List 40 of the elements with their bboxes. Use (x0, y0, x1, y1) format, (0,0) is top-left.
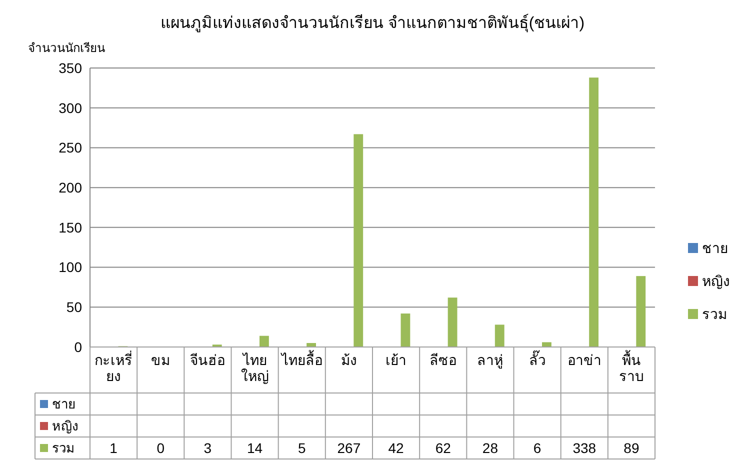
text: ชาย (702, 240, 728, 256)
y-tick-label: 50 (66, 299, 82, 316)
x-tick-label: ไทยใหญ่ (240, 352, 269, 384)
data-label: 267 (337, 440, 361, 456)
x-tick-label: กะเหรี่ยง (94, 351, 133, 384)
data-label: 1 (110, 440, 118, 456)
x-tick-label: ม้ง (340, 352, 357, 368)
x-tick-label: ลั๊ว (528, 350, 546, 368)
data-label: 338 (572, 440, 596, 456)
y-tick-label: 300 (58, 100, 82, 116)
y-tick-label: 350 (58, 60, 82, 76)
x-tick-label: ขม (151, 352, 170, 368)
y-tick-label: 0 (74, 338, 82, 355)
x-tick-label: จีนฮ่อ (190, 352, 226, 368)
x-tick-label: อาข่า (567, 352, 602, 368)
data-label: 6 (533, 440, 542, 456)
x-tick-label: เย้า (386, 352, 407, 368)
data-label: 62 (435, 440, 452, 456)
y-tick-label: 100 (58, 259, 82, 276)
y-tick-label: 250 (58, 140, 82, 156)
data-label: 3 (204, 440, 212, 456)
data-label: 5 (298, 440, 306, 456)
data-label: 14 (247, 440, 263, 456)
chart-title: แผนภูมิแท่งแสดงจำนวนนักเรียน จำแนกตามชาติพันธุ์(ชนเผ่า) (160, 13, 585, 33)
y-axis-title: จำนวนนักเรียน (28, 41, 105, 55)
x-tick-label: ไทยลื้อ (280, 350, 322, 368)
y-tick-label: 200 (58, 179, 82, 196)
legend-label: รวม (702, 306, 727, 322)
data-label: 0 (156, 440, 165, 456)
text: หญิง (702, 272, 730, 289)
y-tick-label: 150 (58, 219, 82, 236)
text: รวม (52, 440, 75, 456)
x-tick-label: ลาหู่ (477, 352, 504, 369)
data-label: 28 (482, 440, 498, 456)
x-tick-label: พื้นราบ (618, 350, 644, 384)
x-tick-label: ลีซอ (430, 352, 457, 368)
data-label: 42 (388, 440, 404, 456)
legend-label: ชาย (52, 396, 76, 412)
data-label: 89 (624, 440, 640, 456)
legend-label: หญิง (52, 418, 78, 434)
